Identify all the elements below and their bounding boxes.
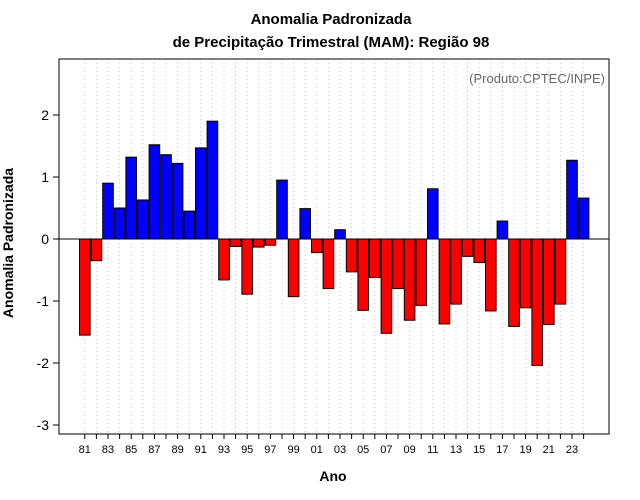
bar-86 <box>137 199 149 240</box>
y-tick-label: 1 <box>41 169 49 185</box>
bar-07 <box>380 238 393 334</box>
bar-19 <box>519 238 532 309</box>
bar-13 <box>450 238 462 305</box>
x-tick-label: 23 <box>566 444 578 456</box>
bar-88 <box>160 154 172 240</box>
x-tick-label: 13 <box>450 444 462 456</box>
bar-22 <box>554 238 567 305</box>
bar-84 <box>113 207 126 240</box>
bar-98 <box>276 179 288 240</box>
x-axis-ticks: 81 83 85 87 89 91 93 95 97 99 01 03 05 07 09 11 13 15 17 19… <box>79 434 585 456</box>
bar-97 <box>264 238 277 246</box>
x-tick-label: 05 <box>357 444 369 456</box>
x-tick-label: 93 <box>218 444 230 456</box>
bar-02 <box>322 238 335 290</box>
bar-87 <box>148 144 161 240</box>
chart-title-line-2: de Precipitação Trimestral (MAM): Região… <box>173 34 490 51</box>
y-tick-label: -3 <box>37 417 50 433</box>
x-tick-label: 89 <box>171 444 183 456</box>
bar-95 <box>241 238 253 295</box>
y-tick-label: -1 <box>37 293 50 309</box>
bar-12 <box>438 238 451 325</box>
bar-82 <box>90 238 103 262</box>
bar-09 <box>403 238 416 321</box>
bar-06 <box>369 238 381 278</box>
x-axis-title: Ano <box>319 468 346 484</box>
bar-10 <box>415 238 427 306</box>
bar-14 <box>461 238 474 257</box>
x-tick-label: 17 <box>496 444 508 456</box>
x-tick-label: 01 <box>311 444 323 456</box>
vertical-gridlines <box>84 59 585 434</box>
bar-01 <box>311 238 323 254</box>
bar-18 <box>508 238 520 327</box>
x-tick-label: 19 <box>519 444 531 456</box>
bar-04 <box>345 238 358 273</box>
x-tick-label: 11 <box>427 444 438 456</box>
x-tick-label: 95 <box>241 444 253 456</box>
x-tick-label: 91 <box>195 444 207 456</box>
bar-15 <box>473 238 485 264</box>
bar-83 <box>102 182 114 240</box>
plot-frame <box>58 58 610 435</box>
bar-96 <box>253 238 265 248</box>
bar-99 <box>287 238 300 298</box>
y-tick-label: -2 <box>37 355 50 371</box>
x-tick-label: 03 <box>334 444 346 456</box>
bar-92 <box>206 120 219 240</box>
bar-81 <box>79 238 91 336</box>
bar-85 <box>125 156 138 240</box>
bar-03 <box>334 229 346 240</box>
bar-93 <box>218 238 230 281</box>
bar-91 <box>195 147 207 240</box>
bar-24 <box>577 197 590 240</box>
bar-90 <box>183 210 195 240</box>
x-tick-label: 87 <box>148 444 160 456</box>
bar-21 <box>543 238 555 326</box>
y-tick-label: 2 <box>41 107 49 123</box>
bar-89 <box>171 162 184 240</box>
credit-text: (Produto:CPTEC/INPE) <box>469 71 605 86</box>
bar-17 <box>496 220 509 240</box>
chart-title-line-1: Anomalia Padronizada <box>251 11 413 28</box>
bar-23 <box>566 159 578 240</box>
bar-20 <box>531 238 544 366</box>
x-tick-label: 21 <box>543 444 555 456</box>
bar-series <box>79 120 590 366</box>
x-tick-label: 15 <box>473 444 485 456</box>
x-tick-label: 99 <box>287 444 299 456</box>
y-axis-ticks: -3 -2 -1 0 1 2 <box>37 107 59 433</box>
x-tick-label: 07 <box>380 444 392 456</box>
x-tick-label: 09 <box>403 444 415 456</box>
bar-11 <box>427 188 439 240</box>
bar-94 <box>229 238 242 247</box>
bar-08 <box>392 238 404 290</box>
y-axis-title: Anomalia Padronizada <box>0 168 16 318</box>
x-tick-label: 85 <box>125 444 137 456</box>
x-tick-label: 97 <box>264 444 276 456</box>
x-tick-label: 81 <box>79 444 91 456</box>
x-tick-label: 83 <box>102 444 114 456</box>
bar-16 <box>485 238 497 312</box>
bar-05 <box>357 238 369 311</box>
bar-00 <box>299 208 311 240</box>
y-tick-label: 0 <box>41 231 49 247</box>
